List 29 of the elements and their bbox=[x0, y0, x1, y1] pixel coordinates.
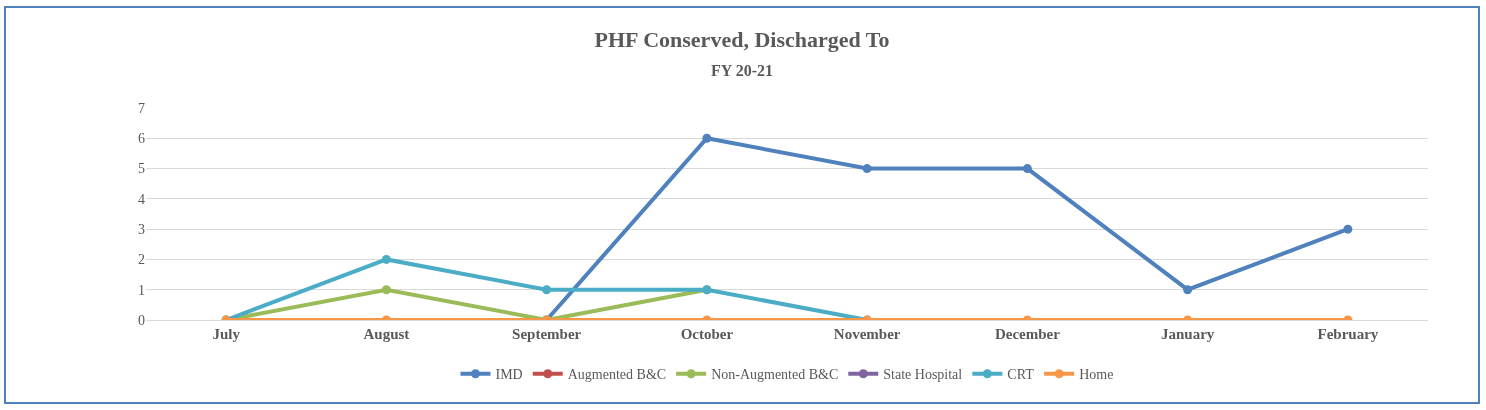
x-tick-label: August bbox=[363, 326, 410, 342]
legend-label: Home bbox=[1079, 367, 1114, 383]
point bbox=[1343, 224, 1353, 234]
y-tick-label: 3 bbox=[138, 222, 145, 238]
chart-subtitle: FY 20-21 bbox=[710, 62, 774, 79]
x-tick-label: December bbox=[994, 326, 1061, 342]
x-tick-label: July bbox=[212, 326, 241, 342]
point bbox=[1022, 164, 1032, 174]
legend-label: CRT bbox=[1007, 367, 1035, 383]
x-tick-label: February bbox=[1317, 326, 1379, 342]
legend-label: IMD bbox=[495, 367, 523, 383]
y-tick-label: 4 bbox=[138, 191, 145, 207]
point bbox=[862, 164, 872, 174]
chart-title: PHF Conserved, Discharged To bbox=[594, 27, 890, 53]
y-tick-label: 0 bbox=[138, 312, 145, 328]
y-tick-label: 2 bbox=[138, 252, 145, 268]
x-tick-label: September bbox=[512, 326, 582, 342]
y-tick-label: 5 bbox=[138, 161, 145, 177]
legend-label: Augmented B&C bbox=[567, 367, 667, 383]
point bbox=[381, 254, 391, 264]
legend-label: Non-Augmented B&C bbox=[711, 367, 839, 383]
point bbox=[702, 133, 712, 143]
y-tick-label: 7 bbox=[138, 100, 145, 116]
x-tick-label: October bbox=[680, 326, 734, 342]
x-tick-label: January bbox=[1160, 326, 1215, 342]
legend-label: State Hospital bbox=[883, 367, 963, 383]
y-tick-label: 6 bbox=[138, 131, 145, 147]
x-tick-label: November bbox=[833, 326, 901, 342]
y-tick-label: 1 bbox=[138, 282, 145, 298]
